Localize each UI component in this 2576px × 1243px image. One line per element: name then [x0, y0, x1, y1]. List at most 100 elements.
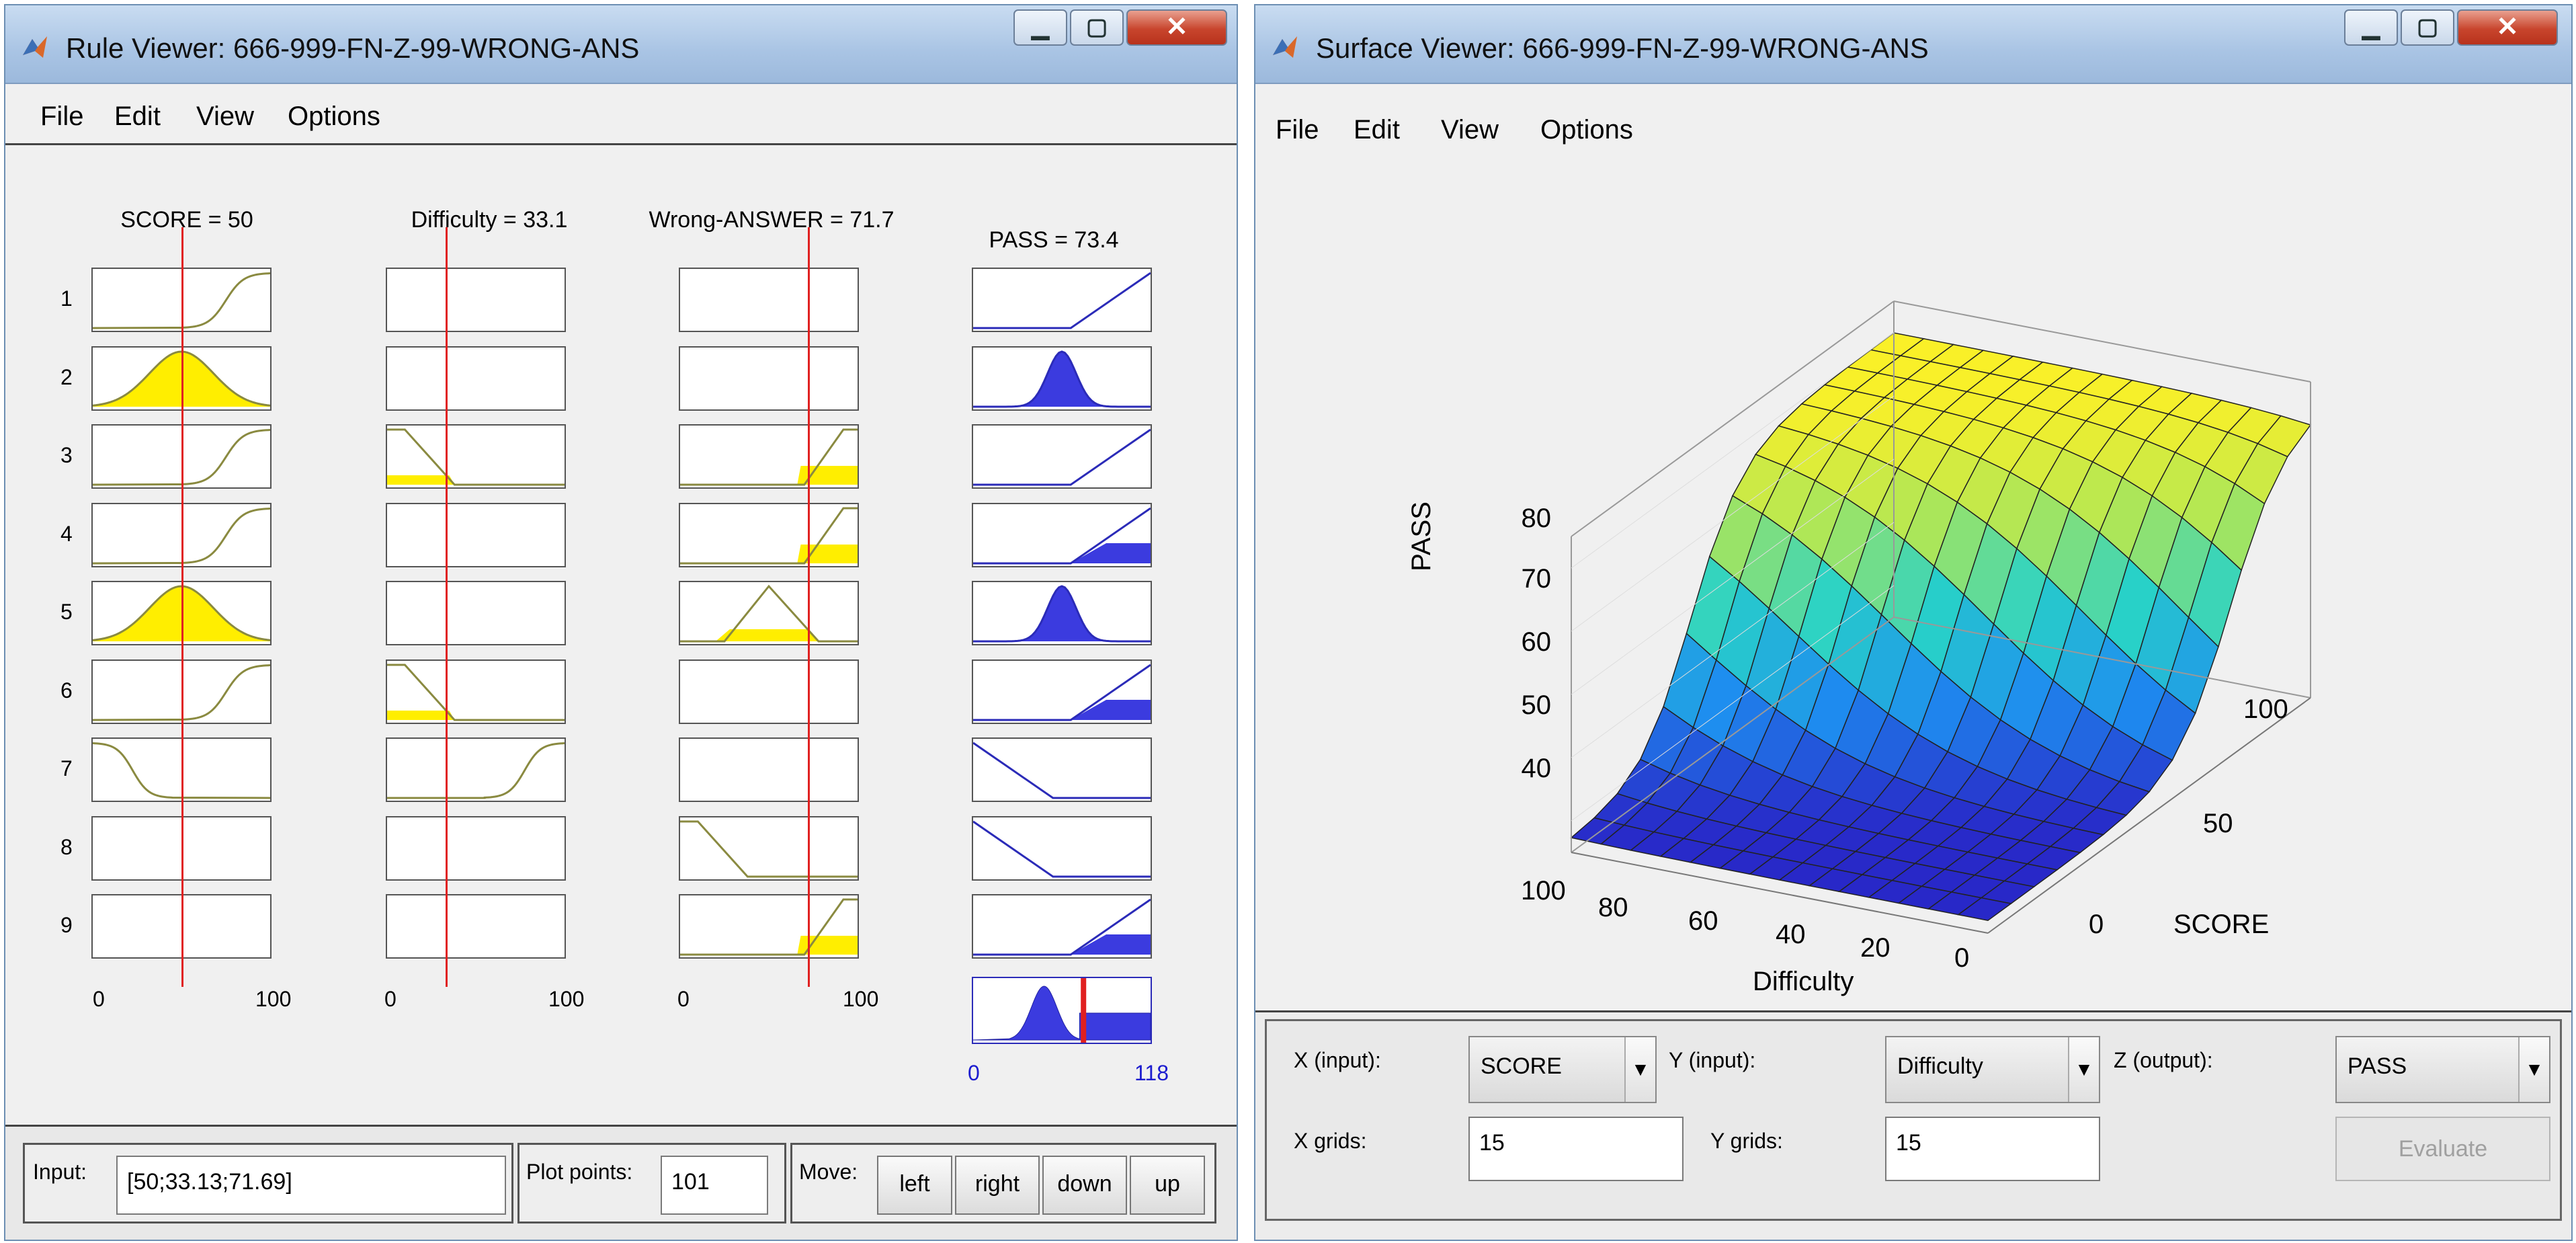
rule-number: 9	[60, 913, 73, 937]
input-value-line[interactable]	[181, 227, 183, 987]
x-axis-label: Difficulty	[1753, 967, 1854, 996]
z-output-value: PASS	[2348, 1053, 2407, 1079]
rule-6-mf-plot	[679, 659, 859, 724]
x-grids-field[interactable]: 15	[1468, 1117, 1684, 1181]
mf-fill	[1071, 699, 1151, 720]
rule-1-mf-plot	[386, 268, 566, 332]
mf-fill	[973, 586, 1151, 641]
minimize-icon[interactable]: ▁	[2344, 9, 2398, 46]
difficulty-tick-100: 100	[1521, 876, 1566, 906]
move-up-button[interactable]: up	[1130, 1156, 1205, 1215]
menu-view[interactable]: View	[196, 102, 254, 131]
menu-view[interactable]: View	[1441, 115, 1499, 145]
grid-line	[1571, 522, 1895, 758]
x-input-select[interactable]: SCORE ▼	[1468, 1036, 1657, 1103]
input-value-line[interactable]	[808, 227, 811, 987]
rule-number: 1	[60, 286, 73, 311]
mf-curve	[680, 898, 858, 956]
surface-viewer-titlebar[interactable]: Surface Viewer: 666-999-FN-Z-99-WRONG-AN…	[1255, 5, 2571, 84]
rule-8-mf-plot	[972, 815, 1152, 881]
y-grids-label: Y grids:	[1710, 1129, 1783, 1153]
mf-curve	[973, 585, 1151, 643]
rule-7-mf-plot	[679, 737, 859, 802]
z-output-select[interactable]: PASS ▼	[2335, 1036, 2550, 1103]
input-field[interactable]: [50;33.13;71.69]	[116, 1156, 506, 1215]
y-grids-field[interactable]: 15	[1885, 1117, 2100, 1181]
menu-edit[interactable]: Edit	[1354, 115, 1400, 145]
mf-curve	[387, 664, 565, 721]
menu-edit[interactable]: Edit	[114, 102, 161, 131]
difficulty-tick-60: 60	[1688, 906, 1718, 936]
rule-viewer-titlebar[interactable]: Rule Viewer: 666-999-FN-Z-99-WRONG-ANS ▁…	[5, 5, 1237, 84]
move-down-button[interactable]: down	[1042, 1156, 1127, 1215]
rule-number: 5	[60, 600, 73, 624]
move-right-button[interactable]: right	[955, 1156, 1040, 1215]
input-group: Input: [50;33.13;71.69]	[23, 1143, 513, 1224]
menu-options[interactable]: Options	[1540, 115, 1633, 145]
rule-5-mf-plot	[972, 581, 1152, 645]
frame-edge	[1571, 616, 1895, 853]
z-axis-label: PASS	[1407, 502, 1436, 571]
mf-fill	[1071, 934, 1151, 955]
z-tick-80: 80	[1522, 504, 1552, 533]
minimize-icon[interactable]: ▁	[1013, 9, 1067, 46]
surface-frame	[1571, 300, 2311, 934]
rule-viewer-window: Rule Viewer: 666-999-FN-Z-99-WRONG-ANS ▁…	[4, 4, 1238, 1241]
move-left-button[interactable]: left	[877, 1156, 952, 1215]
surface-plot[interactable]: PASS 80 70 60 50 40 100 80 60 40 20 0 Di…	[1255, 160, 2571, 1000]
rule-2-mf-plot	[386, 346, 566, 411]
grid-line	[1571, 332, 1895, 569]
rule-3-mf-plot	[972, 424, 1152, 489]
mf-fill	[1071, 543, 1151, 563]
difficulty-label: Difficulty = 33.1	[411, 207, 568, 233]
plot-points-group: Plot points: 101	[517, 1143, 786, 1224]
rule-4-mf-plot	[386, 502, 566, 567]
input-label: Input:	[33, 1160, 87, 1184]
menu-file[interactable]: File	[1276, 115, 1319, 145]
menu-file[interactable]: File	[40, 102, 84, 131]
dropdown-arrow-icon[interactable]: ▼	[2518, 1037, 2549, 1102]
y-input-value: Difficulty	[1897, 1053, 1983, 1079]
menu-options[interactable]: Options	[288, 102, 380, 131]
mf-curve	[973, 898, 1151, 956]
rule-7-mf-plot	[972, 737, 1152, 802]
rule-3-mf-plot	[679, 424, 859, 489]
maximize-icon[interactable]: ▢	[1070, 9, 1124, 46]
dropdown-arrow-icon[interactable]: ▼	[2068, 1037, 2099, 1102]
plot-points-label: Plot points:	[526, 1160, 633, 1184]
mf-curve	[973, 820, 1151, 877]
rule-viewer-title: Rule Viewer: 666-999-FN-Z-99-WRONG-ANS	[66, 32, 640, 64]
close-icon[interactable]: ✕	[1126, 9, 1227, 46]
dropdown-arrow-icon[interactable]: ▼	[1624, 1037, 1655, 1102]
wrong-answer-max-tick: 100	[843, 987, 879, 1011]
mf-curve	[973, 507, 1151, 564]
rule-2-mf-plot	[679, 346, 859, 411]
evaluate-button[interactable]: Evaluate	[2335, 1117, 2550, 1181]
move-group: Move: left right down up	[790, 1143, 1216, 1224]
surface-patch	[1570, 817, 1626, 845]
rule-9-mf-plot	[972, 894, 1152, 959]
rule-viewer-menubar: File Edit View Options	[5, 84, 1237, 145]
close-icon[interactable]: ✕	[2457, 9, 2558, 46]
mf-curve	[93, 664, 270, 721]
y-input-select[interactable]: Difficulty ▼	[1885, 1036, 2100, 1103]
rule-4-mf-plot	[972, 502, 1152, 567]
score-max-tick: 100	[255, 987, 292, 1011]
mf-fill	[715, 629, 819, 641]
maximize-icon[interactable]: ▢	[2401, 9, 2454, 46]
aggregate-output-plot	[972, 976, 1152, 1044]
rule-number: 2	[60, 364, 73, 389]
input-value-line[interactable]	[445, 227, 448, 987]
rule-2-mf-plot	[972, 346, 1152, 411]
pass-min-tick: 0	[968, 1061, 980, 1085]
grid-line	[1571, 395, 1895, 632]
mf-curve	[680, 584, 858, 643]
mf-curve	[680, 428, 858, 486]
matlab-icon	[23, 36, 47, 58]
plot-points-field[interactable]: 101	[661, 1156, 768, 1215]
mf-curve	[387, 742, 565, 799]
rule-5-mf-plot	[679, 581, 859, 645]
rule-4-mf-plot	[679, 502, 859, 567]
mf-curve	[973, 272, 1151, 329]
mf-curve	[93, 429, 270, 486]
